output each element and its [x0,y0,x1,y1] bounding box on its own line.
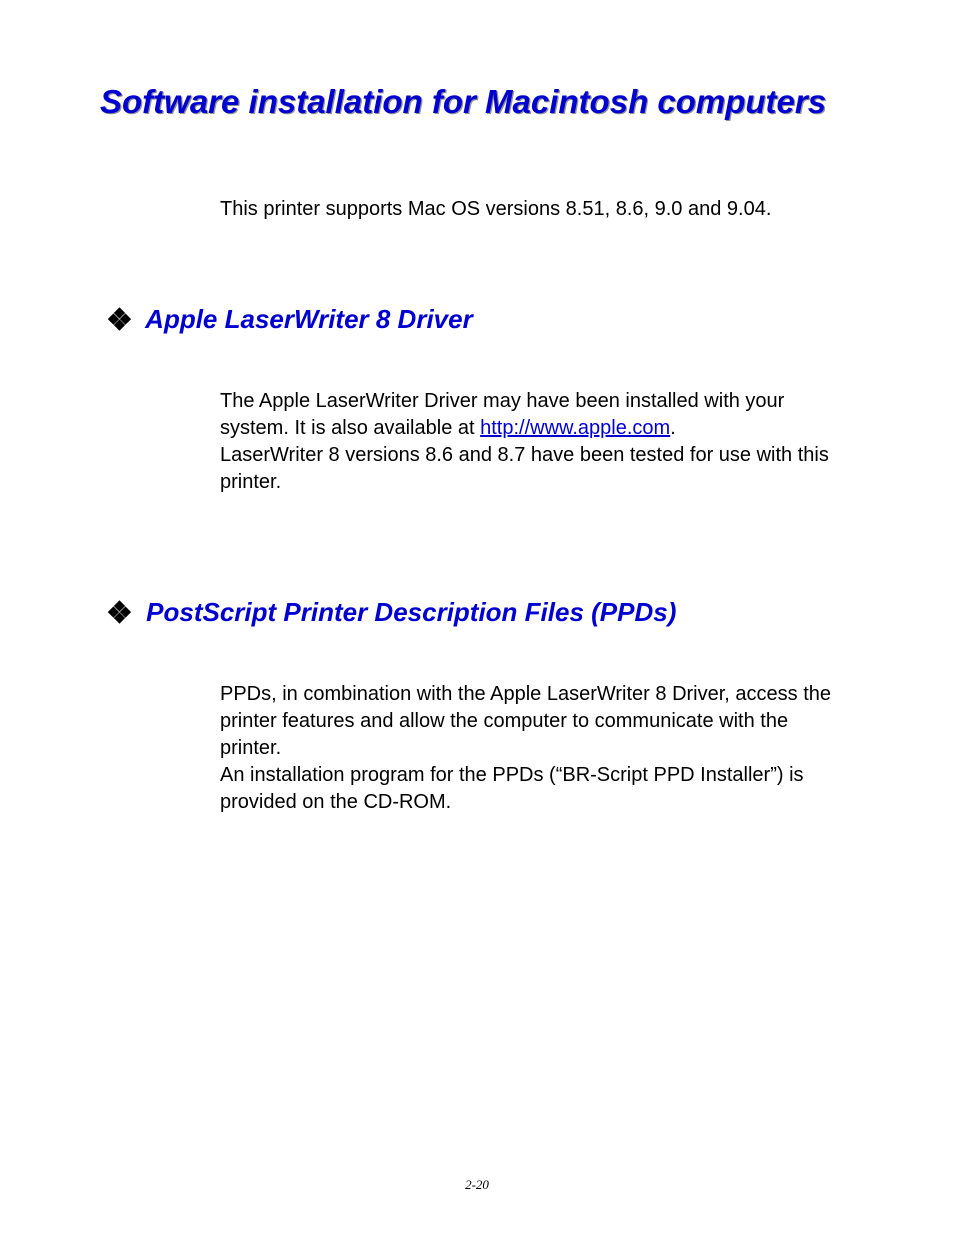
diamond-bullet-icon: ❖ [106,596,133,631]
intro-paragraph: This printer supports Mac OS versions 8.… [220,195,854,223]
body-text-post-link: . [670,417,676,439]
document-page: Software installation for Macintosh comp… [0,0,954,1235]
section-ppds: ❖ PostScript Printer Description Files (… [100,596,854,816]
page-title-text: Software installation for Macintosh comp… [100,83,826,120]
section-laserwriter: ❖ Apple LaserWriter 8 Driver The Apple L… [100,303,854,496]
section-body-laserwriter: The Apple LaserWriter Driver may have be… [220,388,854,496]
section-heading-laserwriter: ❖ Apple LaserWriter 8 Driver [106,303,854,338]
section-heading-text: PostScript Printer Description Files (PP… [146,597,676,627]
apple-link[interactable]: http://www.apple.com [480,417,670,439]
page-title: Software installation for Macintosh comp… [100,80,854,125]
body-text-line1: PPDs, in combination with the Apple Lase… [220,683,831,759]
diamond-bullet-icon: ❖ [106,303,133,338]
page-number: 2-20 [0,1177,954,1193]
section-body-ppds: PPDs, in combination with the Apple Lase… [220,681,854,816]
section-heading-text: Apple LaserWriter 8 Driver [145,304,473,334]
body-text-line2: An installation program for the PPDs (“B… [220,764,804,813]
section-heading-ppds: ❖ PostScript Printer Description Files (… [106,596,854,631]
body-text-line2: LaserWriter 8 versions 8.6 and 8.7 have … [220,444,829,493]
